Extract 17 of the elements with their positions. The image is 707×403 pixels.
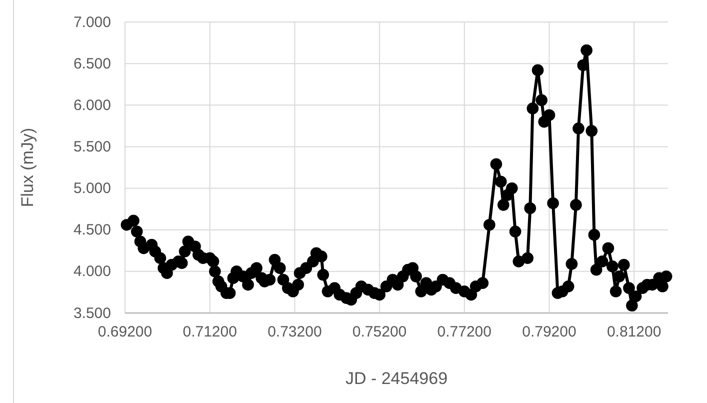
y-tick-label: 4.000 <box>73 263 111 280</box>
y-tick-label: 3.500 <box>73 304 111 322</box>
x-tick-label: 0.81200 <box>606 324 662 341</box>
x-tick-label: 0.79200 <box>522 324 576 341</box>
y-tick-label: 5.500 <box>73 138 111 156</box>
y-axis-title: Flux (mJy) <box>18 128 37 208</box>
x-tick-label: 0.71200 <box>182 324 237 341</box>
x-tick-label: 0.69200 <box>98 324 152 341</box>
x-tick-label: 0.75200 <box>352 324 407 341</box>
y-tick-label: 4.500 <box>73 222 111 239</box>
x-tick-label: 0.73200 <box>268 324 322 341</box>
y-tick-label: 5.000 <box>73 180 111 198</box>
x-axis-title: JD - 2454969 <box>345 369 448 388</box>
y-tick-label: 6.500 <box>73 55 111 72</box>
x-tick-label: 0.77200 <box>437 324 492 341</box>
y-tick-label: 6.000 <box>73 96 111 114</box>
y-tick-label: 7.000 <box>73 14 111 31</box>
